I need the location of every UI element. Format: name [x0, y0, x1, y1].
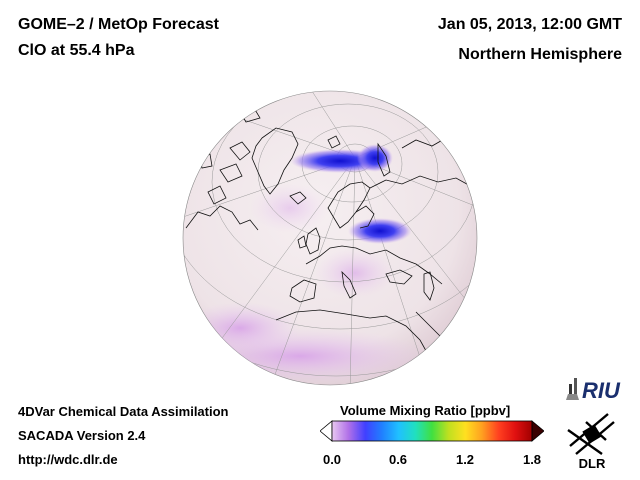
riu-logo-text: RIU — [582, 378, 621, 402]
colorbar-tick-0: 0.0 — [322, 452, 342, 467]
colorbar-tick-1: 0.6 — [388, 452, 408, 467]
forecast-date: Jan 05, 2013, 12:00 GMT — [437, 16, 622, 33]
hemisphere-label: Northern Hemisphere — [458, 46, 622, 63]
colorbar-title: Volume Mixing Ratio [ppbv] — [340, 403, 511, 418]
dlr-logo-text: DLR — [579, 456, 606, 471]
footer-url: http://wdc.dlr.de — [18, 452, 118, 467]
clo-high-europe — [348, 218, 412, 244]
footer-line-2: SACADA Version 2.4 — [18, 428, 146, 443]
map-title: GOME–2 / MetOp Forecast — [18, 16, 219, 33]
colorbar-under-arrow — [320, 420, 333, 442]
map-subtitle: ClO at 55.4 hPa — [18, 42, 135, 59]
globe-map — [182, 90, 478, 386]
lilac-band — [183, 328, 430, 384]
colorbar-tick-3: 1.8 — [522, 452, 542, 467]
dlr-logo: DLR — [567, 413, 615, 471]
colorbar-tick-2: 1.2 — [455, 452, 475, 467]
colorbar-over-arrow — [531, 420, 544, 442]
colorbar — [320, 420, 544, 442]
riu-logo: RIU — [566, 378, 621, 402]
colorbar-gradient — [331, 420, 533, 442]
footer-line-1: 4DVar Chemical Data Assimilation — [18, 404, 229, 419]
